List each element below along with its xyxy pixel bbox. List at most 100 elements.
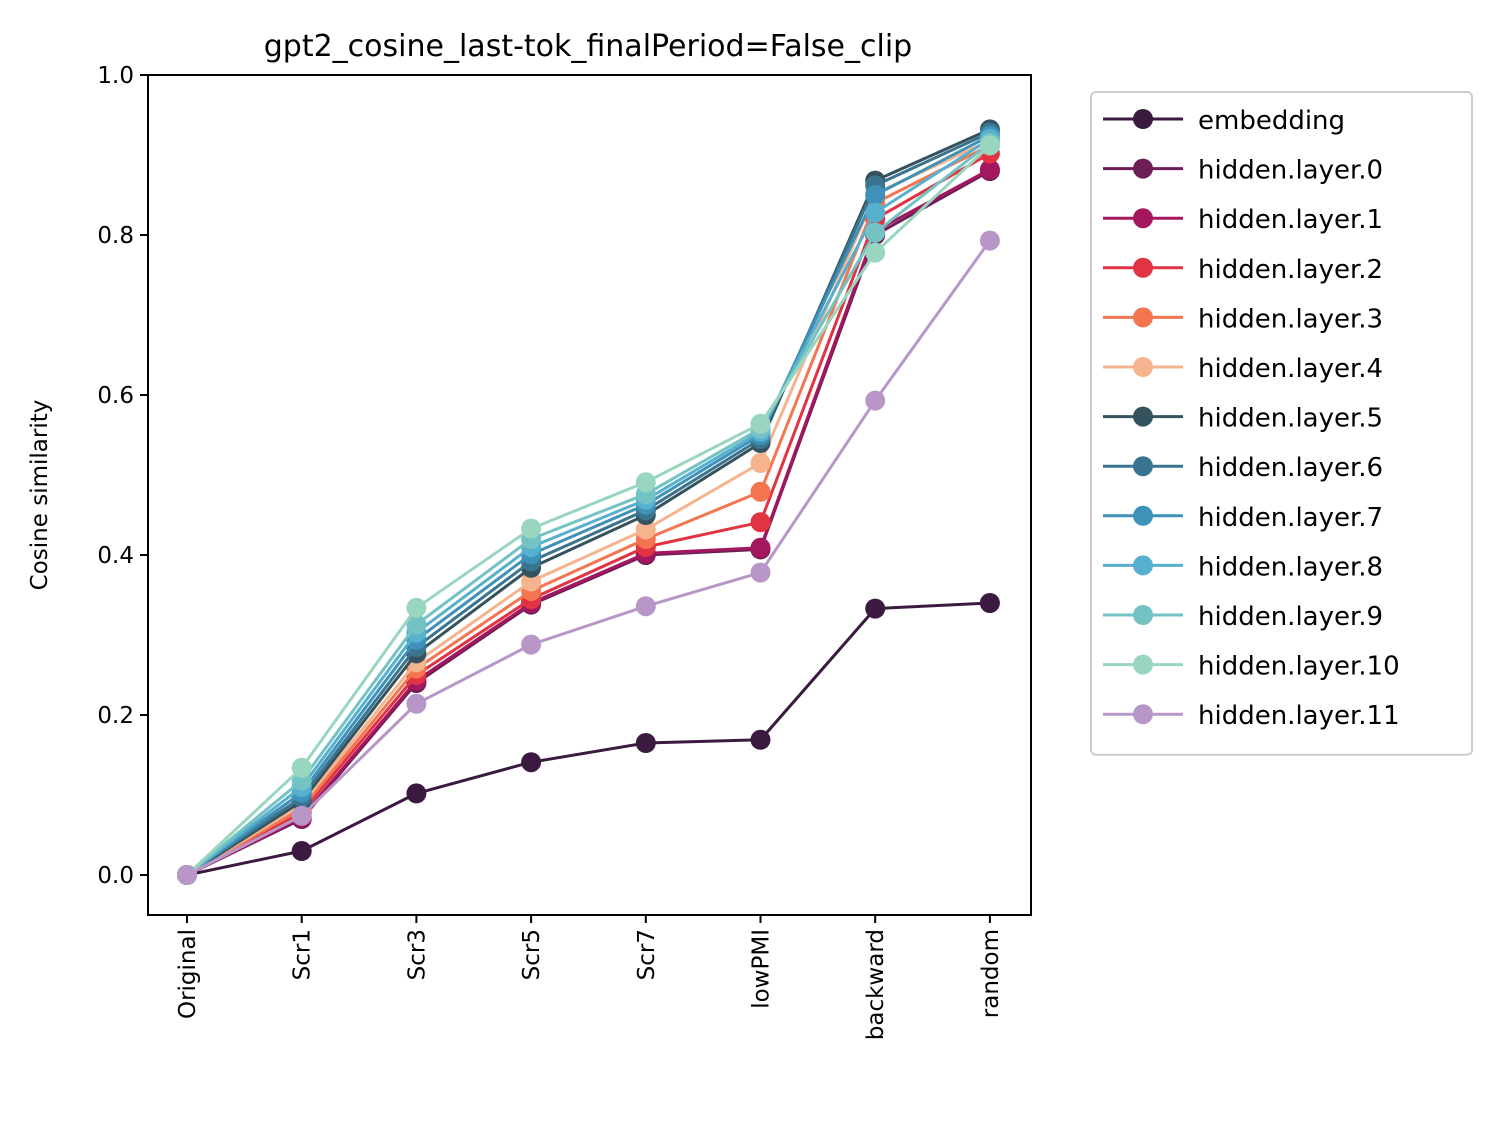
series-line-hidden.layer.9 — [186, 141, 991, 877]
legend-label: embedding — [1198, 106, 1345, 136]
data-point-hidden.layer.2-lowPMI — [750, 512, 771, 533]
data-point-hidden.layer.9-backward — [865, 222, 886, 243]
data-point-hidden.layer.7-backward — [865, 185, 886, 205]
legend-entry-hidden.layer.6: hidden.layer.6 — [1103, 453, 1383, 483]
data-point-hidden.layer.10-lowPMI — [750, 413, 771, 434]
data-point-embedding-random — [979, 593, 1000, 613]
legend-marker — [1133, 654, 1153, 675]
data-point-hidden.layer.8-backward — [865, 202, 886, 223]
data-point-hidden.layer.11-lowPMI — [750, 562, 771, 583]
y-tick-label: 0.4 — [97, 543, 134, 569]
data-point-hidden.layer.11-Scr1 — [291, 805, 312, 826]
series-line-hidden.layer.8 — [186, 137, 991, 877]
data-point-embedding-Scr1 — [291, 841, 312, 861]
legend-marker — [1133, 158, 1153, 179]
legend-marker — [1133, 406, 1153, 427]
legend-marker — [1133, 704, 1153, 725]
data-point-hidden.layer.11-Scr3 — [406, 693, 427, 714]
series-line-hidden.layer.2 — [186, 152, 991, 877]
legend-label: hidden.layer.11 — [1198, 701, 1400, 731]
legend-entry-hidden.layer.10: hidden.layer.10 — [1103, 652, 1400, 682]
legend-entry-hidden.layer.2: hidden.layer.2 — [1103, 255, 1383, 285]
legend-entry-hidden.layer.8: hidden.layer.8 — [1103, 552, 1383, 582]
y-axis-label: Cosine similarity — [27, 400, 53, 591]
data-point-hidden.layer.11-random — [979, 230, 1000, 251]
legend-entry-hidden.layer.3: hidden.layer.3 — [1103, 304, 1383, 334]
x-tick-label: lowPMI — [749, 929, 775, 1009]
series-embedding — [177, 593, 1000, 885]
legend-entry-hidden.layer.0: hidden.layer.0 — [1103, 156, 1383, 186]
legend-label: hidden.layer.0 — [1198, 156, 1383, 186]
legend-marker — [1133, 505, 1153, 526]
y-tick-label: 0.2 — [97, 703, 134, 729]
x-tick-label: random — [978, 929, 1004, 1018]
data-point-hidden.layer.4-Scr7 — [635, 519, 656, 540]
data-point-hidden.layer.11-backward — [865, 390, 886, 411]
series-line-hidden.layer.10 — [185, 144, 991, 877]
y-tick-label: 0.0 — [97, 863, 134, 889]
legend-label: hidden.layer.7 — [1198, 503, 1383, 533]
y-tick-label: 1.0 — [97, 63, 134, 89]
legend-label: hidden.layer.5 — [1198, 404, 1383, 434]
legend-marker — [1133, 257, 1153, 278]
x-tick-label: Scr7 — [634, 929, 660, 980]
legend-marker — [1133, 208, 1153, 229]
legend-entry-hidden.layer.9: hidden.layer.9 — [1103, 602, 1383, 632]
x-tick-label: Scr5 — [519, 929, 545, 980]
legend-label: hidden.layer.4 — [1198, 354, 1383, 384]
x-tick-label: Scr1 — [290, 929, 316, 980]
legend-marker — [1133, 357, 1153, 377]
y-tick-label: 0.6 — [97, 383, 134, 409]
series-line-hidden.layer.11 — [186, 239, 992, 877]
legend-entry-hidden.layer.4: hidden.layer.4 — [1103, 354, 1383, 384]
series-hidden.layer.10 — [177, 135, 1000, 885]
legend-label: hidden.layer.6 — [1198, 453, 1383, 483]
axes: 0.0 0.2 0.4 0.6 0.8 1.0 Original Scr1 Scr3 Scr5 Sc… — [97, 63, 1003, 1040]
legend-marker — [1133, 605, 1153, 625]
legend-entry-embedding: embedding — [1103, 106, 1345, 136]
data-point-hidden.layer.11-Scr7 — [635, 596, 656, 617]
plot-frame — [147, 74, 1032, 916]
y-tick-label: 0.8 — [97, 223, 134, 249]
data-point-hidden.layer.9-Scr3 — [406, 614, 427, 635]
data-point-hidden.layer.1-random — [979, 159, 1000, 180]
legend-label: hidden.layer.9 — [1198, 602, 1383, 632]
legend-label: hidden.layer.10 — [1198, 652, 1400, 682]
legend-entry-hidden.layer.11: hidden.layer.11 — [1103, 701, 1400, 731]
data-point-embedding-Scr3 — [406, 783, 427, 804]
series-hidden.layer.11 — [177, 230, 1000, 885]
legend-marker — [1133, 307, 1153, 328]
data-point-hidden.layer.10-Scr1 — [291, 757, 312, 778]
legend-label: hidden.layer.2 — [1198, 255, 1383, 285]
series-line-hidden.layer.6 — [186, 131, 991, 877]
data-point-hidden.layer.11-Original — [177, 865, 197, 885]
legend-marker — [1133, 555, 1153, 576]
legend-label: hidden.layer.3 — [1198, 304, 1383, 334]
legend-entry-hidden.layer.5: hidden.layer.5 — [1103, 404, 1383, 434]
legend-marker — [1133, 456, 1153, 477]
data-point-hidden.layer.1-lowPMI — [750, 537, 771, 558]
data-point-hidden.layer.10-backward — [865, 242, 886, 263]
plot-area — [177, 119, 1000, 885]
data-point-embedding-Scr5 — [521, 752, 542, 773]
data-point-hidden.layer.3-lowPMI — [750, 481, 771, 502]
legend-marker — [1133, 109, 1153, 129]
chart-title: gpt2_cosine_last-tok_finalPeriod=False_c… — [264, 29, 912, 64]
series-line-embedding — [186, 601, 990, 877]
series-line-hidden.layer.7 — [186, 134, 991, 877]
data-point-hidden.layer.10-Scr7 — [635, 472, 656, 493]
legend-label: hidden.layer.1 — [1198, 205, 1383, 235]
legend-entry-hidden.layer.1: hidden.layer.1 — [1103, 205, 1383, 235]
data-point-hidden.layer.4-lowPMI — [750, 453, 771, 473]
data-point-embedding-backward — [865, 598, 886, 619]
data-point-hidden.layer.10-Scr5 — [521, 518, 542, 539]
legend-label: hidden.layer.8 — [1198, 552, 1383, 582]
data-point-hidden.layer.11-Scr5 — [521, 634, 542, 655]
data-point-embedding-Scr7 — [635, 733, 656, 753]
x-tick-label: Scr3 — [404, 929, 430, 980]
data-point-embedding-lowPMI — [750, 729, 771, 750]
legend-box — [1090, 91, 1473, 756]
data-point-hidden.layer.10-random — [979, 135, 1000, 156]
legend-entry-hidden.layer.7: hidden.layer.7 — [1103, 503, 1383, 533]
